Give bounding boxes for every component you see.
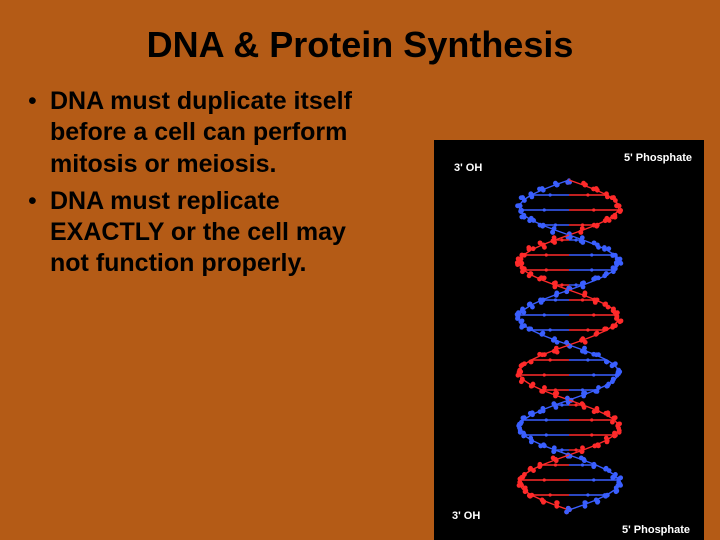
label-5phosphate-bottom: 5' Phosphate — [622, 524, 690, 536]
bullet-marker: • — [28, 86, 50, 180]
bullet-item: • DNA must duplicate itself before a cel… — [28, 86, 388, 180]
bullet-list: • DNA must duplicate itself before a cel… — [28, 86, 388, 286]
dna-figure: 3' OH 5' Phosphate 3' OH 5' Phosphate — [434, 140, 704, 540]
bullet-text: DNA must replicate EXACTLY or the cell m… — [50, 186, 388, 280]
dna-helix-icon — [499, 170, 639, 520]
bullet-marker: • — [28, 186, 50, 280]
bullet-text: DNA must duplicate itself before a cell … — [50, 86, 388, 180]
label-3oh-bottom: 3' OH — [452, 510, 480, 522]
label-5phosphate-top: 5' Phosphate — [624, 152, 692, 164]
slide-title: DNA & Protein Synthesis — [0, 0, 720, 86]
label-3oh-top: 3' OH — [454, 162, 482, 174]
bullet-item: • DNA must replicate EXACTLY or the cell… — [28, 186, 388, 280]
